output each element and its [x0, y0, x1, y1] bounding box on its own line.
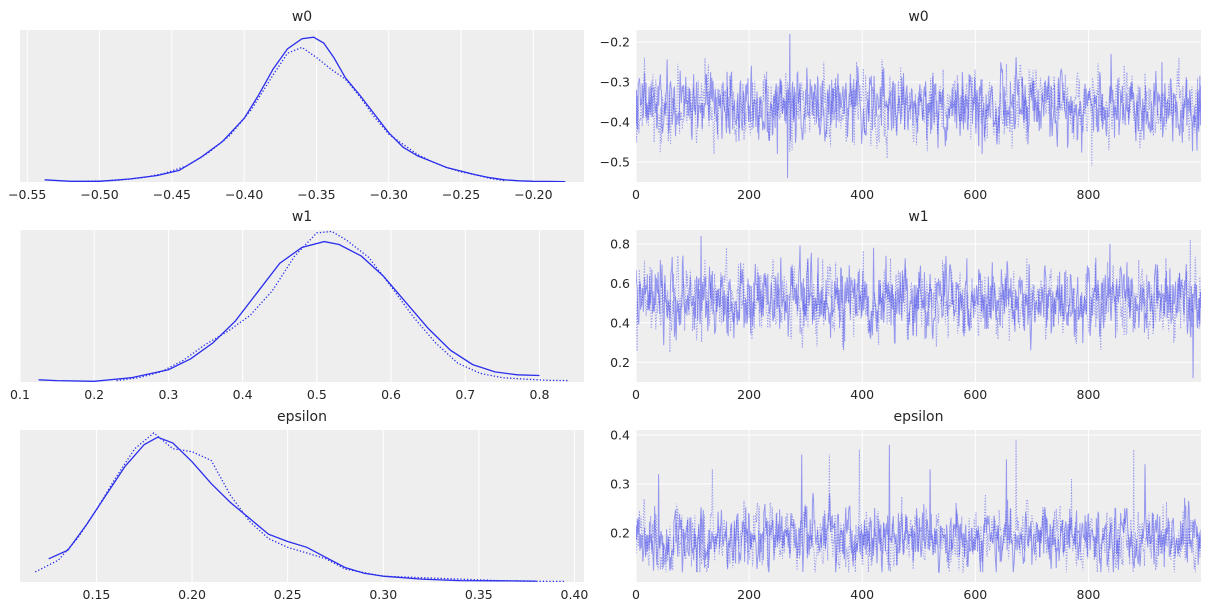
x-tick-label: 600	[963, 187, 987, 202]
density-line-chain-1	[35, 432, 565, 582]
x-tick-label: 200	[737, 187, 761, 202]
x-tick-label: −0.20	[514, 187, 552, 202]
x-tick-label: 800	[1077, 587, 1101, 602]
subplot-title: w1	[292, 209, 312, 225]
x-tick-label: 400	[850, 187, 874, 202]
plot-area	[20, 30, 584, 182]
x-tick-label: 0	[632, 187, 640, 202]
x-tick-label: 0.25	[274, 587, 302, 602]
subplot-title: epsilon	[277, 409, 327, 425]
y-tick-label: 0.4	[610, 315, 630, 330]
x-tick-label: 0.20	[178, 587, 206, 602]
y-tick-label: 0.8	[610, 236, 630, 251]
x-tick-label: −0.55	[8, 187, 46, 202]
x-tick-label: −0.50	[80, 187, 118, 202]
subplot-1: w0 0 200 400 600 800 −0.5 −0.4 −0.3 −0.2	[600, 9, 1201, 202]
plot-area	[636, 430, 1201, 582]
subplot-title: w0	[908, 9, 928, 25]
y-tick-label: 0.2	[610, 525, 630, 540]
x-tick-label: 0.8	[530, 387, 550, 402]
x-tick-label: 600	[963, 587, 987, 602]
x-tick-label: −0.35	[297, 187, 335, 202]
plot-area	[636, 230, 1201, 382]
x-tick-label: 0.3	[158, 387, 178, 402]
x-tick-label: 400	[850, 587, 874, 602]
x-tick-label: 0.2	[84, 387, 104, 402]
x-tick-label: 0	[632, 587, 640, 602]
density-line-chain-0	[48, 436, 537, 582]
x-tick-label: 0.15	[83, 587, 111, 602]
subplot-title: epsilon	[893, 409, 943, 425]
subplot-title: w0	[292, 9, 312, 25]
x-tick-label: 400	[850, 387, 874, 402]
plot-area	[20, 430, 584, 582]
y-tick-label: −0.5	[600, 155, 630, 170]
trace-line-chain-1	[636, 57, 1201, 167]
trace-line-chain-0	[636, 235, 1201, 379]
subplot-2: w1 0.1 0.2 0.3 0.4 0.5 0.6 0.7 0.8	[10, 209, 584, 402]
x-tick-label: 0.1	[10, 387, 30, 402]
x-tick-label: −0.30	[370, 187, 408, 202]
subplot-4: epsilon 0.15 0.20 0.25 0.30 0.35 0.40	[20, 409, 588, 602]
x-tick-label: 0.6	[381, 387, 401, 402]
y-tick-label: −0.4	[600, 115, 630, 130]
y-tick-label: 0.6	[610, 276, 630, 291]
x-tick-label: 0.40	[561, 587, 589, 602]
subplot-3: w1 0 200 400 600 800 0.2 0.4 0.6 0.8	[610, 209, 1201, 402]
subplot-title: w1	[908, 209, 928, 225]
density-line-chain-1	[85, 46, 505, 182]
x-tick-label: −0.45	[153, 187, 191, 202]
x-tick-label: 800	[1077, 387, 1101, 402]
subplot-0: w0 −0.55 −0.50 −0.45 −0.40 −0.35 −0.30 −0.25 −0.…	[8, 9, 584, 202]
plot-area	[636, 30, 1201, 182]
x-tick-label: 800	[1077, 187, 1101, 202]
density-line-chain-1	[116, 230, 570, 382]
x-tick-label: 0.7	[455, 387, 475, 402]
x-tick-label: 600	[963, 387, 987, 402]
x-tick-label: 0.35	[465, 587, 493, 602]
y-tick-label: 0.2	[610, 355, 630, 370]
subplot-5: epsilon 0 200 400 600 800 0.2 0.3 0.4	[610, 409, 1201, 602]
y-tick-label: 0.3	[610, 476, 630, 491]
x-tick-label: 0.5	[307, 387, 327, 402]
y-tick-label: −0.2	[600, 35, 630, 50]
trace-line-chain-1	[636, 439, 1201, 574]
trace-line-chain-0	[636, 33, 1201, 179]
y-tick-label: −0.3	[600, 75, 630, 90]
plot-area	[20, 230, 584, 382]
x-tick-label: 200	[737, 587, 761, 602]
x-tick-label: −0.40	[225, 187, 263, 202]
trace-line-chain-1	[636, 239, 1201, 353]
x-tick-label: 0	[632, 387, 640, 402]
x-tick-label: 0.4	[233, 387, 253, 402]
y-tick-label: 0.4	[610, 427, 630, 442]
trace-line-chain-0	[636, 444, 1201, 573]
density-line-chain-0	[38, 240, 540, 382]
x-tick-label: 0.30	[369, 587, 397, 602]
x-tick-label: −0.25	[442, 187, 480, 202]
x-tick-label: 200	[737, 387, 761, 402]
